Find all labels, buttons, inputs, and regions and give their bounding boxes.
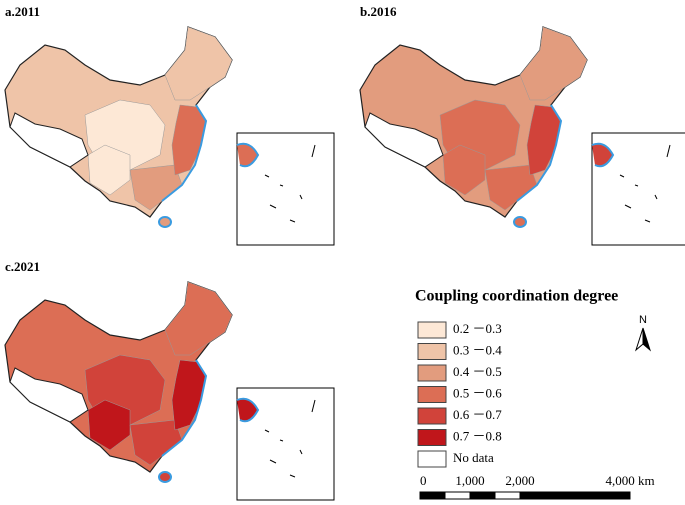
legend-swatch [417, 407, 447, 425]
region [442, 144, 486, 196]
map-panel: a.2011 [4, 4, 335, 246]
scale-segment [469, 491, 496, 500]
inset-islands [264, 144, 316, 223]
region [87, 144, 131, 196]
inset-coast [591, 142, 615, 168]
legend-label: 0.6 －0.7 [453, 407, 502, 422]
region [164, 26, 233, 101]
scale-segment [494, 491, 521, 500]
legend: 0.2 －0.3 0.3 －0.4 0.4 －0.5 0.5 －0.6 0.6 －0.7… [417, 321, 502, 468]
scale-segment [519, 491, 631, 500]
map-panel: b.2016 [359, 4, 685, 246]
maps: a.2011 b.2016 c.2021 [4, 4, 685, 501]
no-data-region [9, 367, 89, 423]
scale-label: 0 [420, 473, 427, 488]
legend-swatch [417, 386, 447, 403]
legend-label: 0.3 －0.4 [453, 342, 502, 357]
region [164, 281, 233, 356]
north-right [642, 327, 652, 352]
coastline [516, 104, 563, 202]
inset-coast [236, 142, 260, 168]
panel-label: a.2011 [5, 4, 40, 19]
inset-islands [264, 399, 316, 478]
inset-islands [619, 144, 671, 223]
region [519, 26, 588, 101]
scale-segment [419, 491, 446, 500]
legend-swatch [417, 429, 447, 446]
panel-label: c.2021 [5, 259, 40, 274]
scale-label: 2,000 [505, 473, 534, 488]
no-data-region [9, 112, 89, 168]
legend-label: 0.2 －0.3 [453, 321, 502, 336]
scale-label: 1,000 [455, 473, 484, 488]
legend-label: 0.7 －0.8 [453, 428, 502, 443]
panel-label: b.2016 [360, 4, 397, 19]
coastline [161, 359, 208, 457]
legend-swatch [417, 364, 447, 382]
north-arrow: N [634, 314, 652, 352]
region [87, 399, 131, 451]
legend-title: Coupling coordination degree [415, 288, 618, 305]
scale-segment [444, 491, 471, 500]
legend-swatch [417, 321, 447, 339]
scale-bar: 0 1,000 2,000 4,000 km [419, 473, 655, 500]
legend-swatch [417, 450, 447, 468]
north-label: N [639, 314, 647, 326]
legend-swatch [417, 343, 447, 360]
scale-label: 4,000 km [605, 473, 654, 488]
map-panel: c.2021 [4, 259, 335, 501]
no-data-region [364, 112, 444, 168]
legend-label: 0.5 －0.6 [453, 385, 502, 400]
coastline [161, 104, 208, 202]
hainan [513, 216, 527, 228]
hainan [158, 216, 172, 228]
legend-label: 0.4 －0.5 [453, 364, 502, 379]
hainan [158, 471, 172, 483]
inset-coast [236, 397, 260, 423]
north-left [634, 327, 644, 352]
legend-label: No data [453, 450, 494, 465]
